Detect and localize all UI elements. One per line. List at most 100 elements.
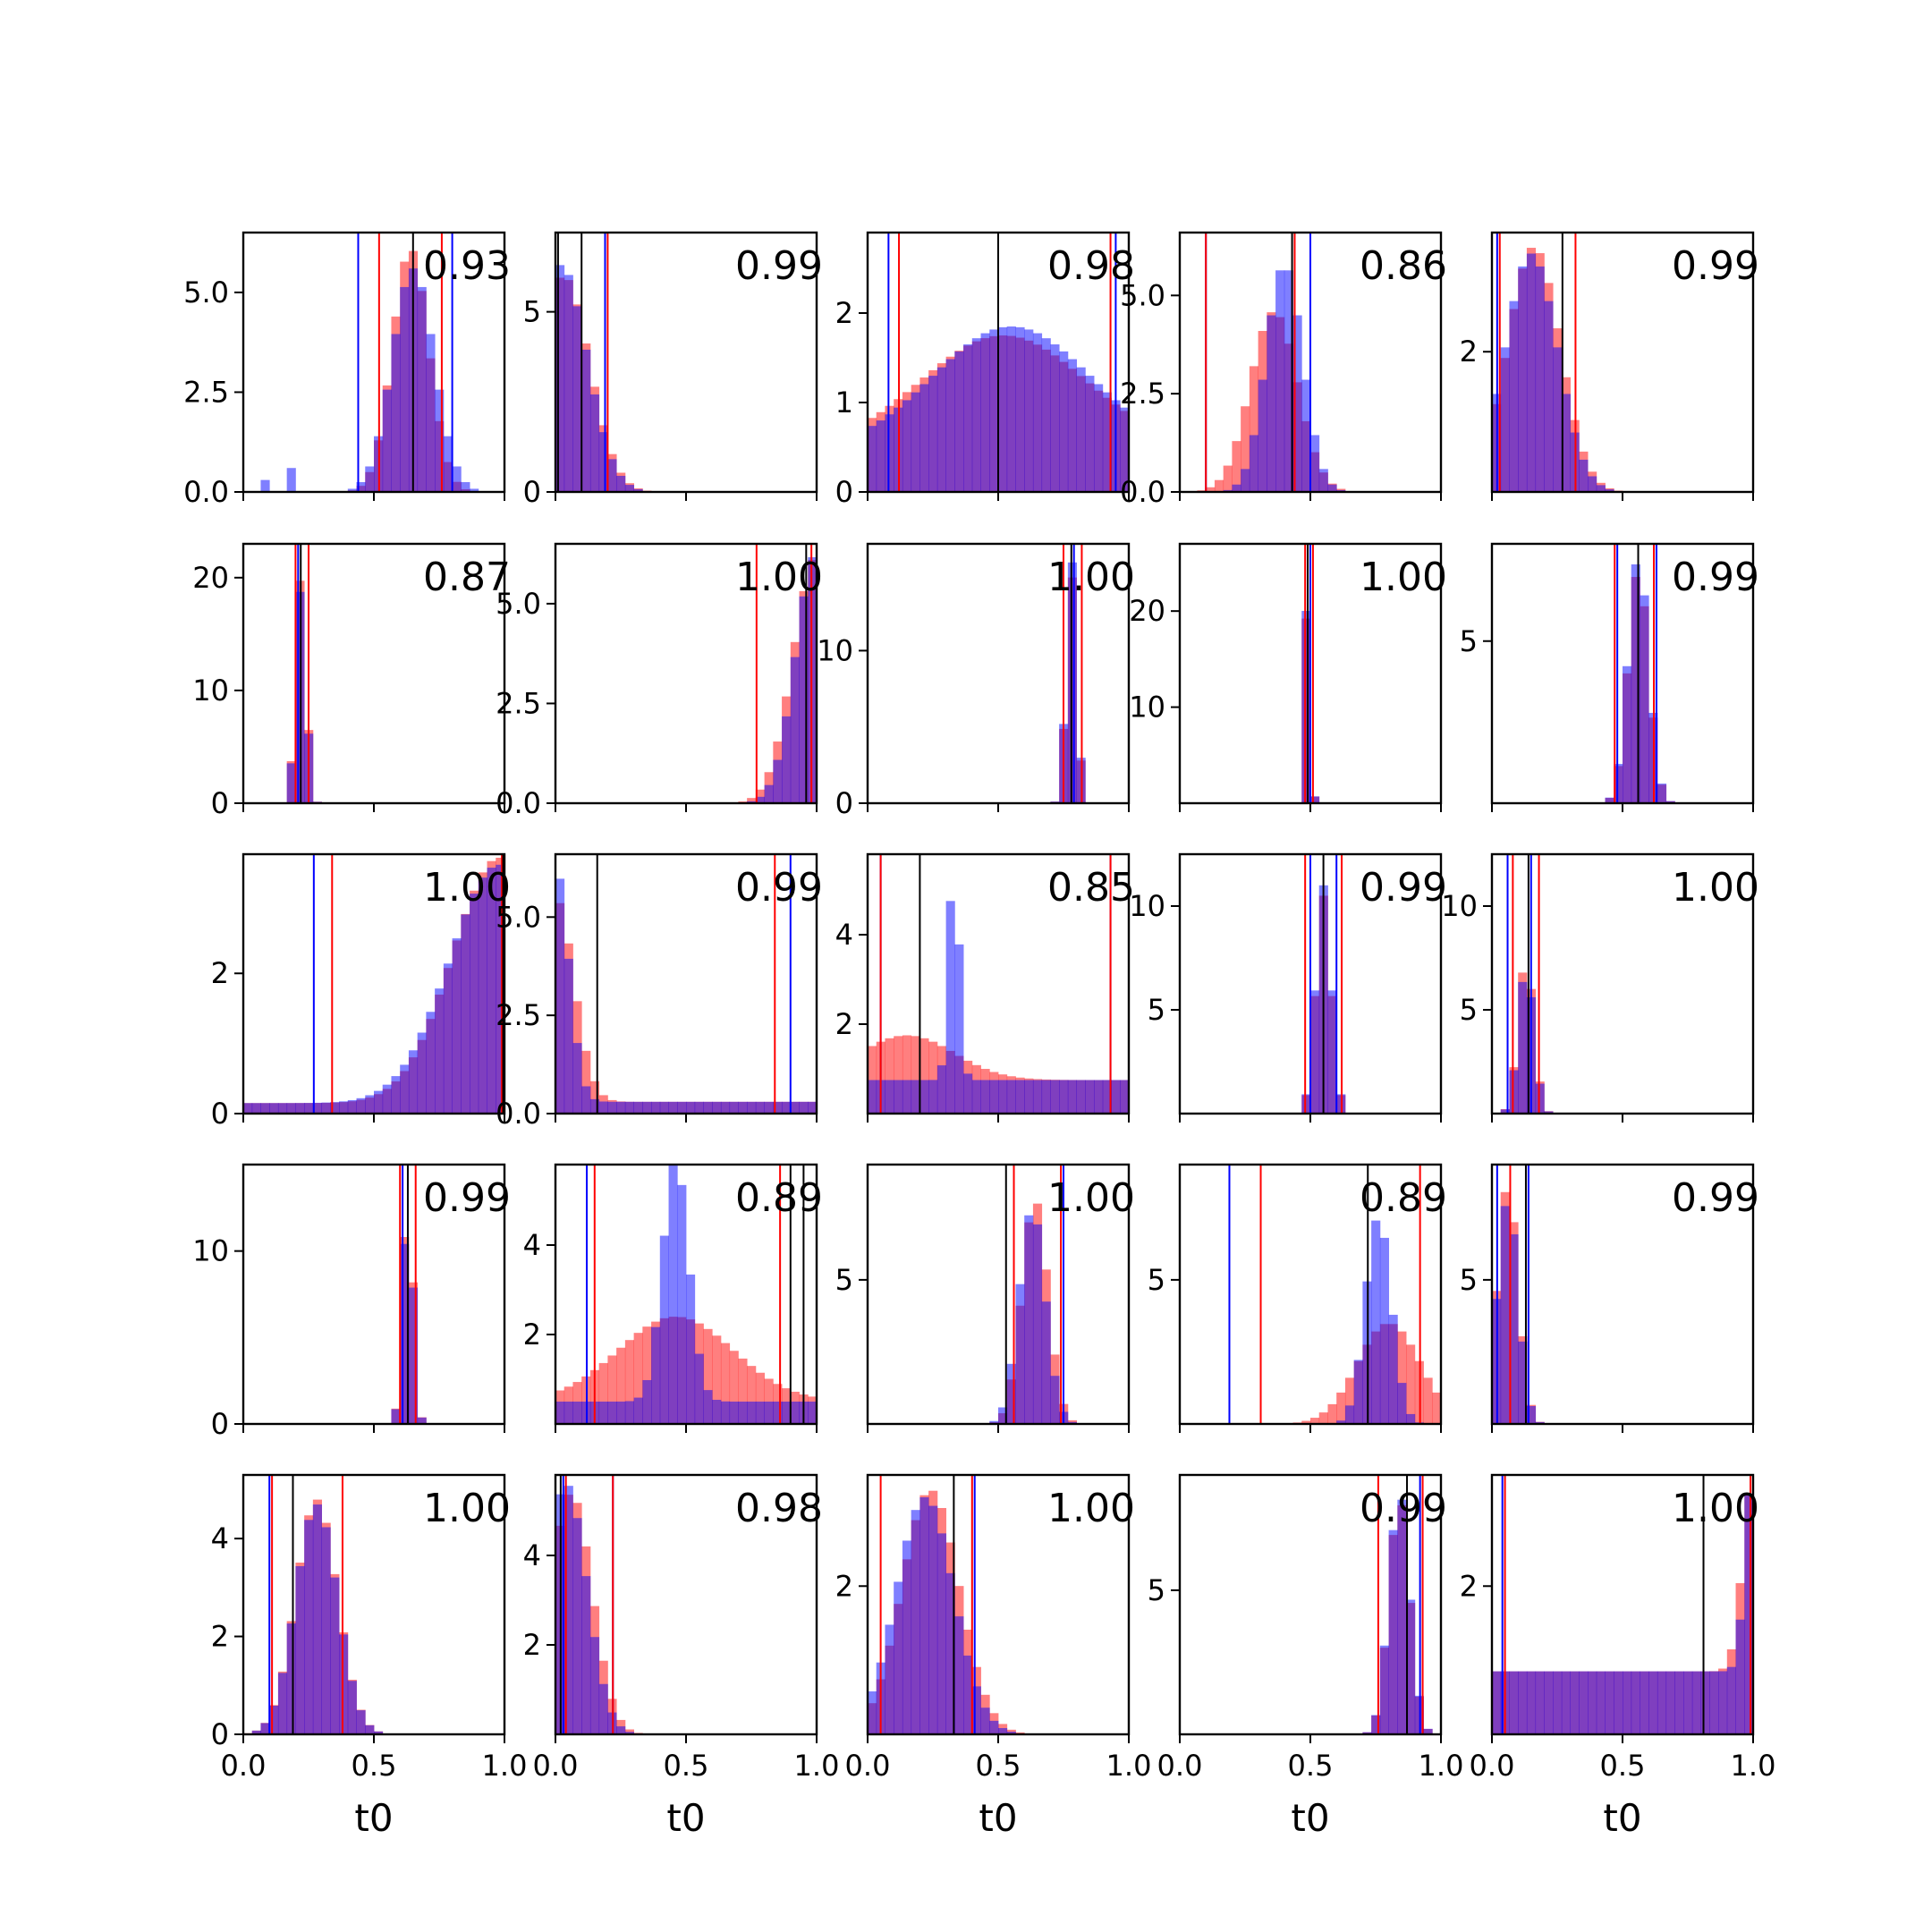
blue-histogram-bar [773,759,783,803]
plot-area [1500,854,1554,1114]
panel-0-1: 050.99 [523,231,823,509]
blue-histogram-bar [747,1402,757,1424]
blue-histogram-bar [1379,1237,1389,1424]
panel-3-2: 51.00 [835,1163,1135,1433]
blue-histogram-bar [598,1101,608,1114]
blue-histogram-bar [1032,333,1043,492]
panel-4-3: 0.0 0.5 1.0 5 0.99 t0 [1148,1473,1463,1840]
x-tick-label: 0.5 [664,1749,709,1783]
red-histogram-bar [720,1343,731,1424]
blue-histogram-bar [356,482,366,492]
blue-histogram-bar [1397,1499,1407,1734]
blue-histogram-bar [356,1710,366,1734]
blue-histogram-bar [1570,1671,1580,1734]
red-histogram-bar [589,1080,600,1114]
blue-histogram-bar [1605,797,1614,803]
panels-group: 0.02.55.00.93050.990120.980.02.55.00.862… [183,231,1776,1840]
blue-histogram-bar [1076,367,1086,492]
x-tick-label: 0.0 [533,1749,579,1783]
blue-histogram-bar [1588,476,1597,492]
blue-histogram-bar [808,1101,817,1114]
blue-histogram-bar [720,1401,731,1424]
blue-histogram-bar [1067,359,1077,492]
blue-histogram-bar [1336,1420,1346,1424]
blue-histogram-bar [374,1090,384,1114]
x-tick-label: 0.0 [845,1749,891,1783]
blue-histogram-bar [902,400,912,492]
blue-histogram-bar [738,1101,748,1114]
plot-area [868,233,1129,492]
blue-histogram-bar [598,1402,608,1424]
red-histogram-bar [729,1351,739,1424]
panel-2-0: 021.00 [211,852,511,1131]
blue-histogram-bar [1006,326,1016,492]
blue-histogram-bar [1535,1671,1545,1734]
red-histogram-bar [1327,1403,1337,1424]
blue-histogram-bar [998,1728,1008,1734]
blue-histogram-bar [755,1101,765,1114]
blue-histogram-bar [572,1518,582,1734]
blue-histogram-bar [885,1624,894,1734]
blue-histogram-bar [417,286,427,492]
y-tick-label: 2 [211,1620,229,1654]
blue-histogram-bar [1544,1671,1554,1734]
blue-histogram-bar [651,1101,661,1114]
blue-histogram-bar [365,1095,375,1114]
blue-histogram-bar [971,1686,981,1734]
panel-value-label: 1.00 [1047,555,1135,600]
blue-histogram-bar [624,1101,634,1114]
blue-histogram-bar [1094,1080,1104,1114]
red-histogram-bar [1241,406,1250,492]
blue-histogram-bar [1526,1406,1537,1424]
plot-area [260,233,479,492]
blue-histogram-bar [1267,315,1276,492]
blue-histogram-bar [1327,484,1337,492]
plot-area [555,1165,817,1424]
panel-value-label: 0.86 [1360,243,1447,289]
blue-histogram-bar [286,763,296,803]
blue-histogram-bar [1284,270,1293,492]
blue-histogram-bar [607,1401,617,1424]
y-tick-label: 5 [1148,1263,1165,1297]
panel-value-label: 0.99 [1672,243,1759,289]
blue-histogram-bar [1076,1080,1086,1114]
blue-histogram-bar [980,1080,990,1114]
blue-histogram-bar [1024,1080,1034,1114]
blue-histogram-bar [1561,1671,1571,1734]
blue-histogram-bar [426,1012,436,1114]
y-tick-label: 0 [211,1407,229,1441]
blue-histogram-bar [1249,435,1258,492]
blue-histogram-bar [963,1655,973,1734]
blue-histogram-bar [330,1577,340,1734]
red-histogram-bar [1214,479,1224,492]
blue-histogram-bar [1579,1671,1589,1734]
panel-3-0: 0 10 0.99 [192,1163,511,1441]
panel-value-label: 0.93 [423,243,511,289]
x-tick-label: 0.5 [976,1749,1021,1783]
blue-histogram-bar [876,420,886,492]
blue-histogram-bar [1631,564,1640,803]
blue-histogram-bar [564,1486,573,1734]
red-histogram-bar [1232,441,1241,492]
blue-histogram-bar [1059,1080,1069,1114]
panel-value-label: 0.89 [735,1175,823,1221]
panel-value-label: 0.99 [1360,1486,1447,1531]
blue-histogram-bar [1518,981,1528,1114]
blue-histogram-bar [919,1080,929,1114]
blue-histogram-bar [286,468,296,492]
blue-histogram-bar [443,963,453,1114]
blue-histogram-bar [243,1103,253,1114]
panel-4-1: 0.0 0.5 1.0 2 4 0.98 t0 [523,1473,839,1840]
blue-histogram-bar [321,1527,331,1734]
blue-histogram-bar [295,1103,305,1114]
blue-histogram-bar [382,389,392,492]
blue-histogram-bar [555,265,565,492]
plot-area [868,1475,1025,1734]
blue-histogram-bar [1353,1360,1363,1424]
x-tick-label: 1.0 [1731,1749,1776,1783]
blue-histogram-bar [1310,990,1320,1114]
blue-histogram-bar [633,1101,643,1114]
panel-value-label: 1.00 [735,555,823,600]
blue-histogram-bar [470,894,479,1114]
red-histogram-bar [764,1378,774,1424]
